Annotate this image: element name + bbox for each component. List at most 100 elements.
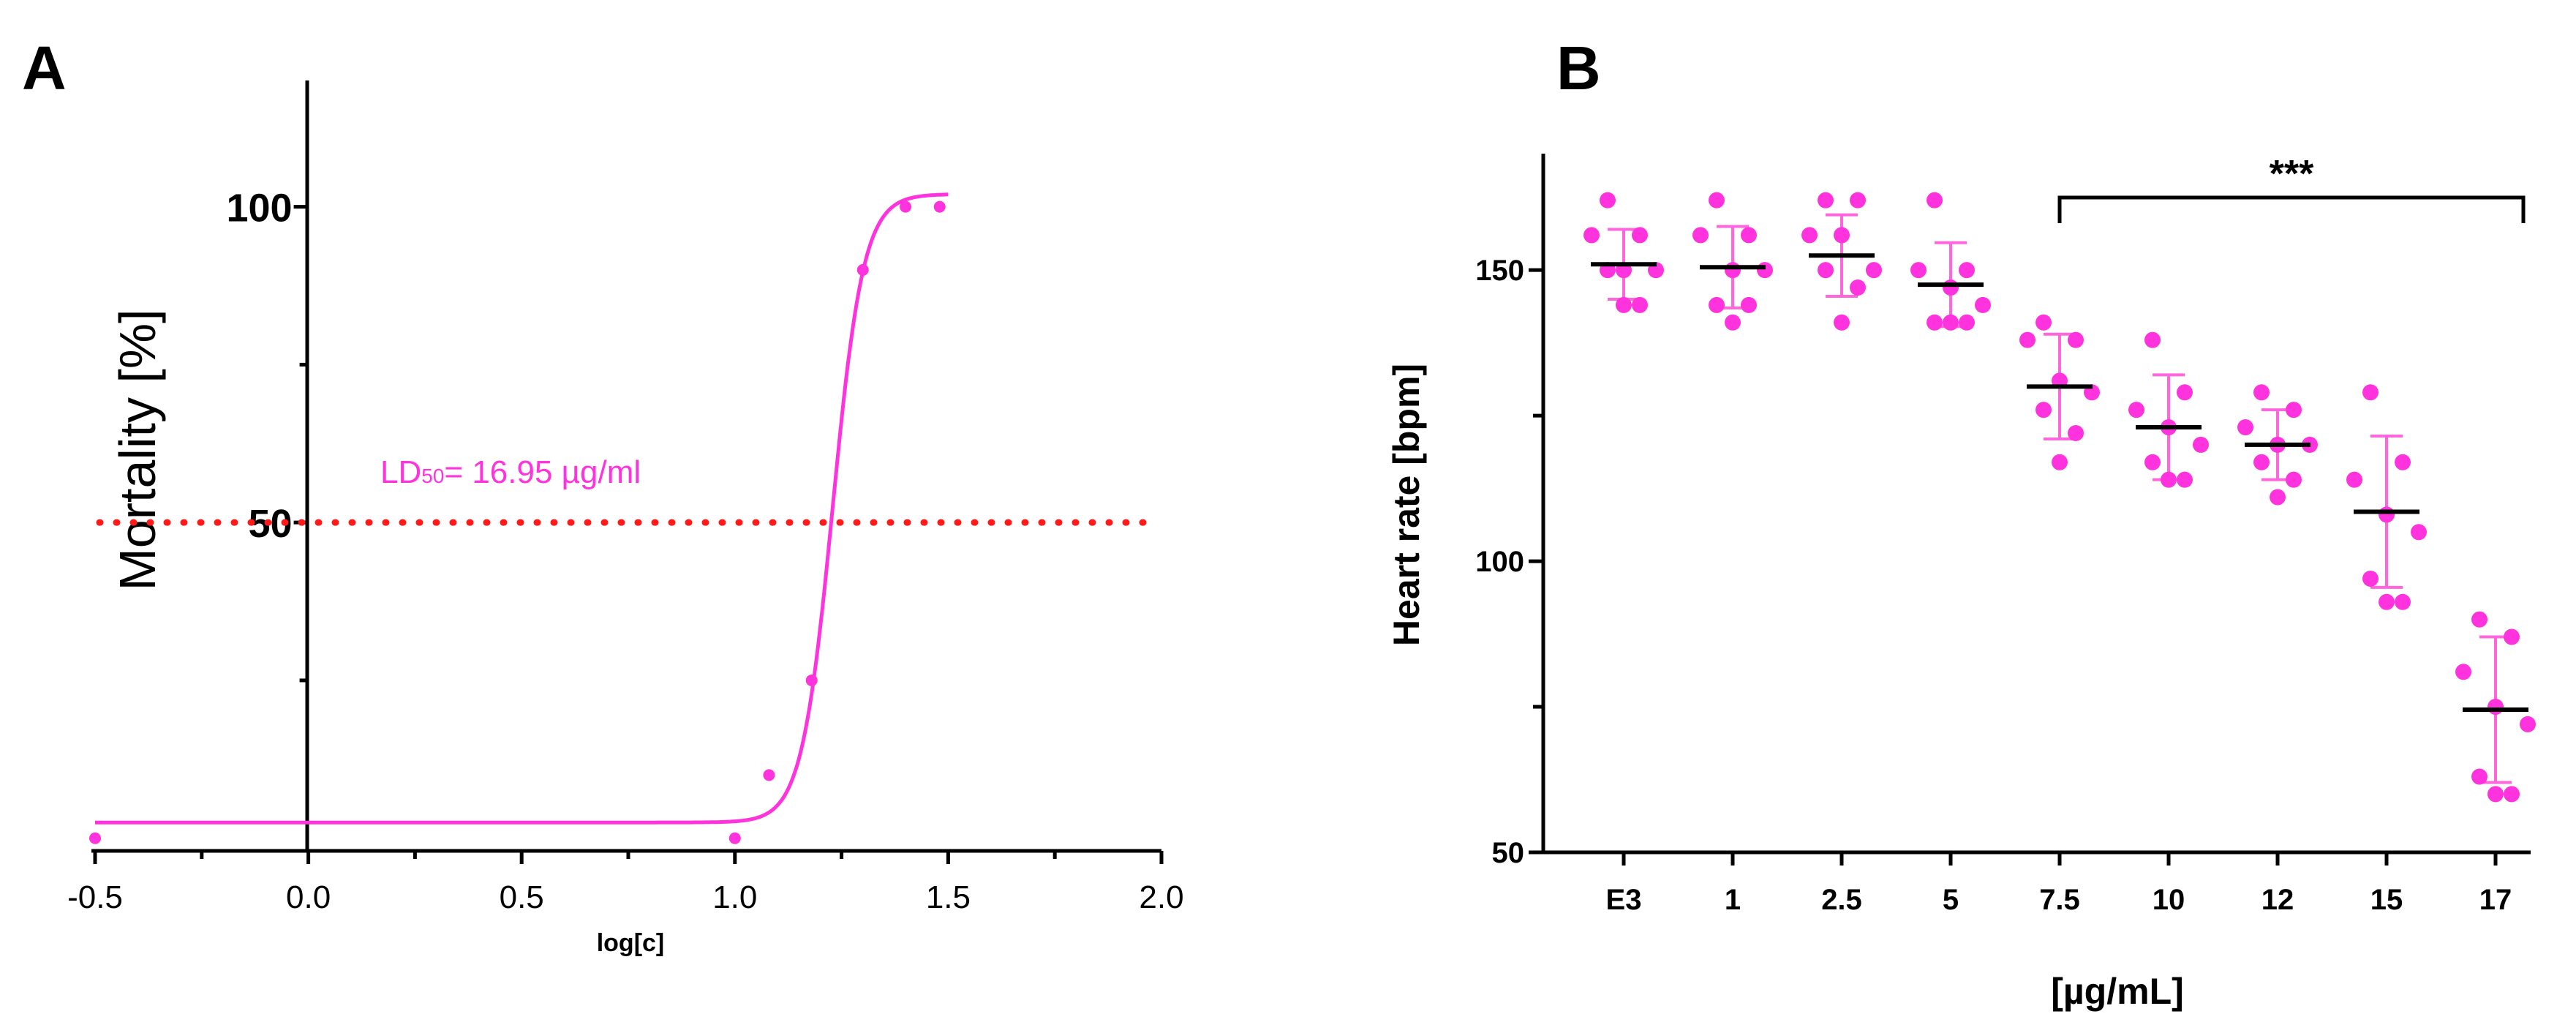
panel-a-data-point [763, 769, 775, 781]
panel-a-y-tick-label: 100 [226, 187, 292, 230]
panel-a: A Mortality [%] log[c] LD50= 16.95 µg/ml… [22, 34, 1184, 957]
panel-a-label: A [22, 34, 67, 102]
panel-b-data-point [2471, 768, 2488, 785]
panel-b-y-ticks: 50 100 150 [1475, 255, 1543, 869]
panel-a-data-points [89, 200, 946, 844]
panel-b-data-point [1725, 262, 1741, 279]
panel-b-x-tick-label: 15 [2370, 884, 2403, 916]
panel-b-data-point [2379, 506, 2395, 523]
panel-b-data-point [1834, 314, 1850, 331]
panel-b-group [1692, 192, 1773, 331]
panel-a-x-tick-label: 1.5 [926, 879, 971, 915]
panel-b-x-axis-label: [µg/mL] [2051, 971, 2184, 1012]
panel-b-data-point [2161, 471, 2177, 488]
panel-a-data-point [89, 832, 101, 844]
panel-b-data-point [2346, 471, 2362, 488]
panel-b-data-point [1616, 296, 1632, 313]
panel-b-data-point [2286, 471, 2302, 488]
panel-b-data-point [1583, 227, 1600, 244]
panel-b-data-point [2520, 716, 2536, 732]
significance-bracket: *** [2057, 153, 2526, 223]
panel-a-x-tick-label: 2.0 [1139, 879, 1183, 915]
panel-b-group [2019, 314, 2100, 470]
panel-a-x-tick-label: 0.0 [286, 879, 331, 915]
panel-b-data-point [2144, 454, 2161, 470]
panel-b-data-point [1927, 192, 1943, 209]
ld50-prefix: LD [380, 454, 421, 490]
panel-b-label: B [1556, 34, 1601, 102]
panel-a-data-point [900, 200, 912, 213]
ld50-annotation: LD50= 16.95 µg/ml [380, 454, 641, 490]
panel-b-y-axis-label: Heart rate [bpm] [1386, 364, 1427, 646]
panel-b-data-point [2068, 331, 2084, 348]
panel-b-data-point [2177, 471, 2193, 488]
panel-b-data-point [2128, 402, 2144, 418]
panel-a-x-axis-label: log[c] [597, 929, 665, 957]
panel-b-x-tick-label: 7.5 [2039, 884, 2080, 916]
panel-b-data-point [2411, 524, 2427, 541]
panel-b-data-point [2286, 402, 2302, 418]
panel-b-data-point [2488, 786, 2504, 803]
panel-b-data-point [1632, 296, 1648, 313]
panel-b-data-point [1741, 296, 1757, 313]
panel-b-data-point [1943, 279, 1959, 296]
panel-b-data-point [2395, 454, 2411, 470]
panel-b-group [2455, 611, 2536, 803]
panel-b-data-point [1850, 279, 1866, 296]
panel-b-data-point [2379, 593, 2395, 610]
panel-b-data-point [1818, 262, 1834, 279]
panel-b-data-point [1692, 227, 1709, 244]
panel-b-data-point [1709, 296, 1725, 313]
panel-b-data-point [2395, 593, 2411, 610]
panel-b-data-point [1959, 314, 1975, 331]
panel-a-data-point [728, 832, 741, 844]
panel-b-data-point [1927, 314, 1943, 331]
panel-b-data-point [1866, 262, 1882, 279]
panel-b-data-point [2144, 331, 2161, 348]
panel-b-group [1801, 192, 1882, 331]
panel-b-x-ticks: E3 1 2.5 5 7.5 10 12 15 17 [1606, 852, 2512, 916]
panel-b-group [2346, 384, 2427, 610]
significance-label: *** [2270, 153, 2314, 195]
panel-b-data-point [2488, 699, 2504, 716]
panel-b-groups [1583, 192, 2536, 803]
panel-b-data-point [2068, 425, 2084, 441]
panel-b-data-point [1850, 192, 1866, 209]
panel-b-data-point [1801, 227, 1818, 244]
panel-b-data-point [2455, 664, 2471, 680]
panel-b-x-tick-label: E3 [1606, 884, 1642, 916]
panel-b-data-point [2253, 454, 2270, 470]
panel-b-data-point [2019, 331, 2035, 348]
panel-b-group [2237, 384, 2318, 506]
panel-b-data-point [2471, 611, 2488, 628]
panel-b-data-point [2504, 786, 2520, 803]
panel-b-y-tick-label: 150 [1475, 255, 1524, 287]
panel-b-data-point [2237, 419, 2253, 436]
panel-a-x-tick-label: -0.5 [67, 879, 123, 915]
panel-b-data-point [1943, 314, 1959, 331]
panel-b-x-tick-label: 1 [1725, 884, 1741, 916]
panel-a-x-tick-label: 1.0 [712, 879, 757, 915]
panel-a-x-ticks: -0.5 0.0 0.5 1.0 1.5 2.0 [67, 851, 1184, 915]
panel-b-data-point [2504, 628, 2520, 645]
panel-b-data-point [2362, 570, 2379, 587]
panel-b-data-point [2362, 384, 2379, 401]
panel-b-data-point [1757, 262, 1773, 279]
panel-a-y-axis-label: Mortality [%] [109, 309, 166, 590]
panel-b-data-point [1709, 192, 1725, 209]
ld50-subscript: 50 [421, 465, 444, 487]
panel-b-x-tick-label: 17 [2479, 884, 2512, 916]
panel-b-group [1583, 192, 1664, 313]
panel-b-data-point [2177, 384, 2193, 401]
panel-b-group [2128, 331, 2209, 488]
panel-b-data-point [2052, 454, 2068, 470]
panel-a-data-point [933, 200, 946, 213]
panel-b-data-point [2270, 489, 2286, 506]
panel-a-data-point [856, 263, 869, 276]
panel-b-y-tick-label: 100 [1475, 546, 1524, 578]
panel-b-data-point [1725, 314, 1741, 331]
panel-b-data-point [1632, 227, 1648, 244]
